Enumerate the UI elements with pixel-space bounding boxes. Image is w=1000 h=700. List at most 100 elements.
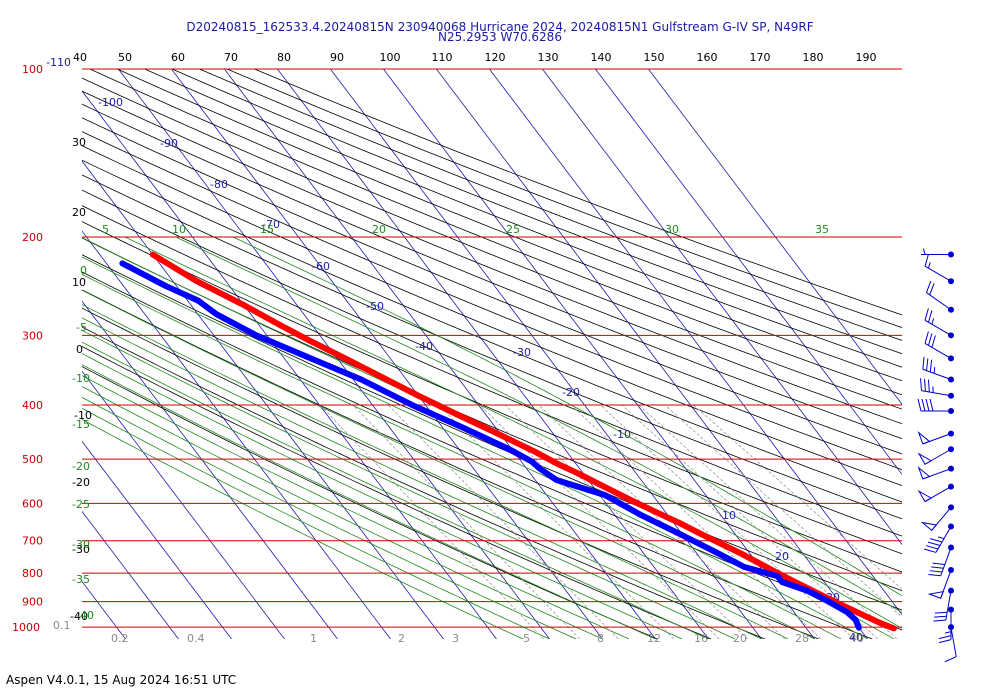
moist-adiabat-label: 35 bbox=[815, 223, 829, 236]
isotherm-line bbox=[171, 69, 603, 639]
moist-adiabat-label: 0 bbox=[80, 264, 87, 277]
moist-adiabat-label: 25 bbox=[506, 223, 520, 236]
moist-adiabat-line bbox=[82, 304, 789, 639]
mixing-ratio-line bbox=[638, 404, 898, 639]
wind-barb-halfflag bbox=[923, 248, 926, 255]
left-axis-label: -10 bbox=[74, 409, 92, 422]
mixing-ratio-line bbox=[504, 404, 748, 639]
wind-barb bbox=[924, 331, 954, 362]
top-axis-label: 80 bbox=[277, 51, 291, 64]
top-axis-label: 120 bbox=[485, 51, 506, 64]
wind-barb bbox=[922, 356, 954, 383]
dry-adiabat-line bbox=[254, 69, 902, 316]
mixing-ratio-label: 28 bbox=[795, 632, 809, 645]
wind-barb-staff bbox=[922, 368, 952, 380]
moist-adiabat-line bbox=[82, 375, 630, 639]
wind-barb bbox=[917, 398, 954, 415]
isotherm-label: -50 bbox=[366, 300, 384, 313]
wind-barb-pennant bbox=[917, 431, 931, 445]
wind-barb-staff bbox=[950, 627, 957, 657]
wind-barb-flag bbox=[929, 538, 943, 543]
wind-barb-flag bbox=[929, 570, 943, 573]
moist-adiabat-line bbox=[82, 256, 868, 639]
top-axis-label: 190 bbox=[856, 51, 877, 64]
dry-adiabat-line bbox=[82, 237, 902, 592]
isotherm-line bbox=[648, 69, 902, 405]
chart-title-line2: N25.2953 W70.6286 bbox=[438, 30, 562, 44]
dewpoint-line bbox=[119, 260, 862, 631]
wind-barb-flag bbox=[925, 280, 932, 293]
isotherm-label: -20 bbox=[562, 386, 580, 399]
left-axis-label: 10 bbox=[72, 276, 86, 289]
isotherm-label: 20 bbox=[775, 550, 789, 563]
wind-barb-flag bbox=[934, 615, 947, 618]
wind-barb-flag bbox=[924, 308, 929, 321]
wind-barb-flag bbox=[929, 283, 935, 296]
wind-barb-staff bbox=[924, 319, 952, 336]
pressure-label: 700 bbox=[22, 535, 43, 548]
wind-barb-staff bbox=[945, 590, 952, 621]
wind-barb bbox=[933, 587, 954, 622]
wind-barb-pennant bbox=[920, 521, 938, 532]
wind-barb bbox=[917, 430, 954, 445]
top-axis-label: 60 bbox=[171, 51, 185, 64]
wind-barb bbox=[924, 308, 954, 339]
dry-adiabat-line bbox=[82, 77, 902, 410]
wind-barb-staff bbox=[921, 390, 952, 397]
wind-barb-flag bbox=[929, 398, 934, 412]
dry-adiabat-line bbox=[199, 69, 902, 341]
wind-barb-flag bbox=[938, 635, 952, 640]
dry-adiabat-line bbox=[226, 69, 902, 329]
isotherm-label: -30 bbox=[513, 346, 531, 359]
mixing-ratio-label: 20 bbox=[733, 632, 747, 645]
moist-adiabat-line bbox=[82, 289, 815, 639]
mixing-ratio-label: 40 bbox=[850, 632, 864, 645]
mixing-ratio-label: 0.4 bbox=[187, 632, 205, 645]
footer-version: Aspen V4.0.1, 15 Aug 2024 16:51 UTC bbox=[6, 673, 237, 687]
left-axis-label: -20 bbox=[72, 476, 90, 489]
moist-adiabat-line bbox=[82, 329, 736, 639]
moist-adiabat-label: -25 bbox=[72, 498, 90, 511]
pressure-label: 500 bbox=[22, 453, 43, 466]
pressure-label: 100 bbox=[22, 63, 43, 76]
wind-barb bbox=[944, 624, 957, 663]
isotherm-line bbox=[277, 69, 709, 639]
moist-adiabat-line bbox=[82, 386, 603, 639]
moist-adiabat-line bbox=[232, 236, 902, 597]
wind-barb-pennant bbox=[917, 489, 933, 503]
mixing-ratio-label: 5 bbox=[523, 632, 530, 645]
wind-barb bbox=[928, 544, 954, 577]
pressure-label: 800 bbox=[22, 567, 43, 580]
wind-barb-flag bbox=[922, 356, 925, 370]
mixing-ratio-line bbox=[570, 404, 822, 639]
wind-barb-halfflag bbox=[933, 367, 936, 374]
wind-barbs bbox=[917, 248, 957, 663]
wind-barb-flag bbox=[932, 562, 945, 565]
wind-barb bbox=[925, 280, 954, 313]
wind-barb-halfflag bbox=[931, 318, 935, 325]
isotherm-line bbox=[595, 69, 902, 476]
isotherm-line bbox=[82, 300, 338, 639]
top-axis-label: 70 bbox=[224, 51, 238, 64]
wind-barb-staff bbox=[926, 292, 952, 311]
wind-barb-flag bbox=[928, 310, 933, 323]
dry-adiabat-line bbox=[82, 103, 902, 440]
pressure-label: 400 bbox=[22, 399, 43, 412]
mixing-ratio-line bbox=[600, 404, 855, 639]
isotherm-label: -70 bbox=[262, 218, 280, 231]
wind-barb-flag bbox=[934, 611, 948, 614]
dry-adiabat-line bbox=[82, 254, 902, 611]
wind-barb-halfflag bbox=[937, 536, 945, 540]
isotherm-line bbox=[82, 370, 285, 639]
wind-barb-flag bbox=[931, 566, 944, 569]
dry-adiabat-line bbox=[82, 145, 902, 487]
isotherm-line bbox=[82, 230, 391, 639]
top-axis-label: 130 bbox=[538, 51, 559, 64]
top-axis-label: 50 bbox=[118, 51, 132, 64]
dry-adiabat-line bbox=[82, 174, 902, 520]
moist-adiabat-label: -5 bbox=[76, 321, 87, 334]
wind-barb-flag bbox=[920, 378, 922, 391]
top-axis-label: 100 bbox=[380, 51, 401, 64]
